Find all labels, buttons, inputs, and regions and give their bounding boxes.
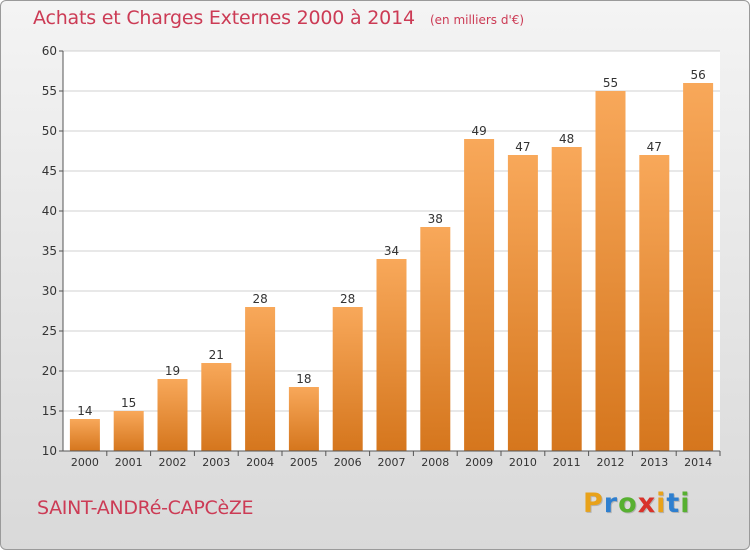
y-tick-label: 30 [42,284,57,298]
x-tick-label: 2004 [246,456,274,469]
y-axis: 10 15 20 25 30 35 40 45 50 55 60 [42,44,64,458]
x-tick-label: 2003 [202,456,230,469]
x-tick-label: 2005 [290,456,318,469]
x-tick-label: 2009 [465,456,493,469]
logo-letter: o [618,488,638,519]
bar-2007 [376,259,407,451]
y-tick-label: 25 [42,324,57,338]
bar-value-label: 14 [77,404,92,418]
bar-2011 [551,147,582,451]
proxiti-logo: Proxiti [583,488,691,519]
bar-value-label: 19 [165,364,180,378]
bar-value-label: 47 [515,140,530,154]
bar-value-label: 18 [296,372,311,386]
commune-name: SAINT-ANDRé-CAPCèZE [37,497,254,519]
bar-value-label: 28 [340,292,355,306]
bar-value-label: 48 [559,132,574,146]
bar-2012 [595,91,626,451]
x-tick-label: 2010 [509,456,537,469]
logo-letter: P [583,488,604,519]
bar-2004 [245,307,276,451]
x-tick-label: 2006 [334,456,362,469]
y-tick-label: 40 [42,204,57,218]
y-tick-label: 10 [42,444,57,458]
bar-2013 [639,155,670,451]
bar-2002 [157,379,188,451]
x-tick-label: 2013 [640,456,668,469]
y-tick-label: 20 [42,364,57,378]
x-tick-label: 2011 [553,456,581,469]
bar-2001 [113,411,144,451]
bar-value-label: 49 [471,124,486,138]
x-tick-label: 2000 [71,456,99,469]
y-tick-label: 55 [42,84,57,98]
bar-value-label: 56 [690,68,705,82]
bar-2008 [420,227,451,451]
logo-letter: t [666,488,681,519]
bar-2010 [507,155,538,451]
logo-letter: r [603,488,619,519]
x-tick-label: 2001 [115,456,143,469]
bars [69,83,714,451]
y-tick-label: 45 [42,164,57,178]
x-tick-label: 2002 [159,456,187,469]
logo-letter: i [656,488,667,519]
y-tick-label: 15 [42,404,57,418]
bar-2003 [201,363,232,451]
bar-value-label: 47 [647,140,662,154]
bar-value-label: 55 [603,76,618,90]
x-tick-label: 2014 [684,456,712,469]
y-tick-label: 60 [42,44,57,58]
chart-title: Achats et Charges Externes 2000 à 2014 [33,7,415,29]
bar-value-labels: 14 15 19 21 28 18 28 34 38 49 47 48 55 47 56 [77,68,705,418]
logo-letter: i [680,488,691,519]
x-tick-label: 2008 [421,456,449,469]
bar-2000 [69,419,100,451]
bar-value-label: 21 [209,348,224,362]
x-axis: 2000 2001 2002 2003 2004 2005 2006 2007 2008 2009… [63,450,721,469]
bar-value-label: 38 [428,212,443,226]
bar-value-label: 15 [121,396,136,410]
bar-value-label: 34 [384,244,399,258]
x-tick-label: 2012 [597,456,625,469]
x-tick-label: 2007 [378,456,406,469]
bar-value-label: 28 [252,292,267,306]
bar-2006 [332,307,363,451]
logo-letter: x [637,488,657,519]
y-tick-label: 50 [42,124,57,138]
bar-2005 [288,387,319,451]
bar-2014 [683,83,714,451]
chart-title-row: Achats et Charges Externes 2000 à 2014 (… [33,7,524,29]
y-tick-label: 35 [42,244,57,258]
bar-2009 [464,139,495,451]
chart-subtitle: (en milliers d'€) [429,13,525,27]
